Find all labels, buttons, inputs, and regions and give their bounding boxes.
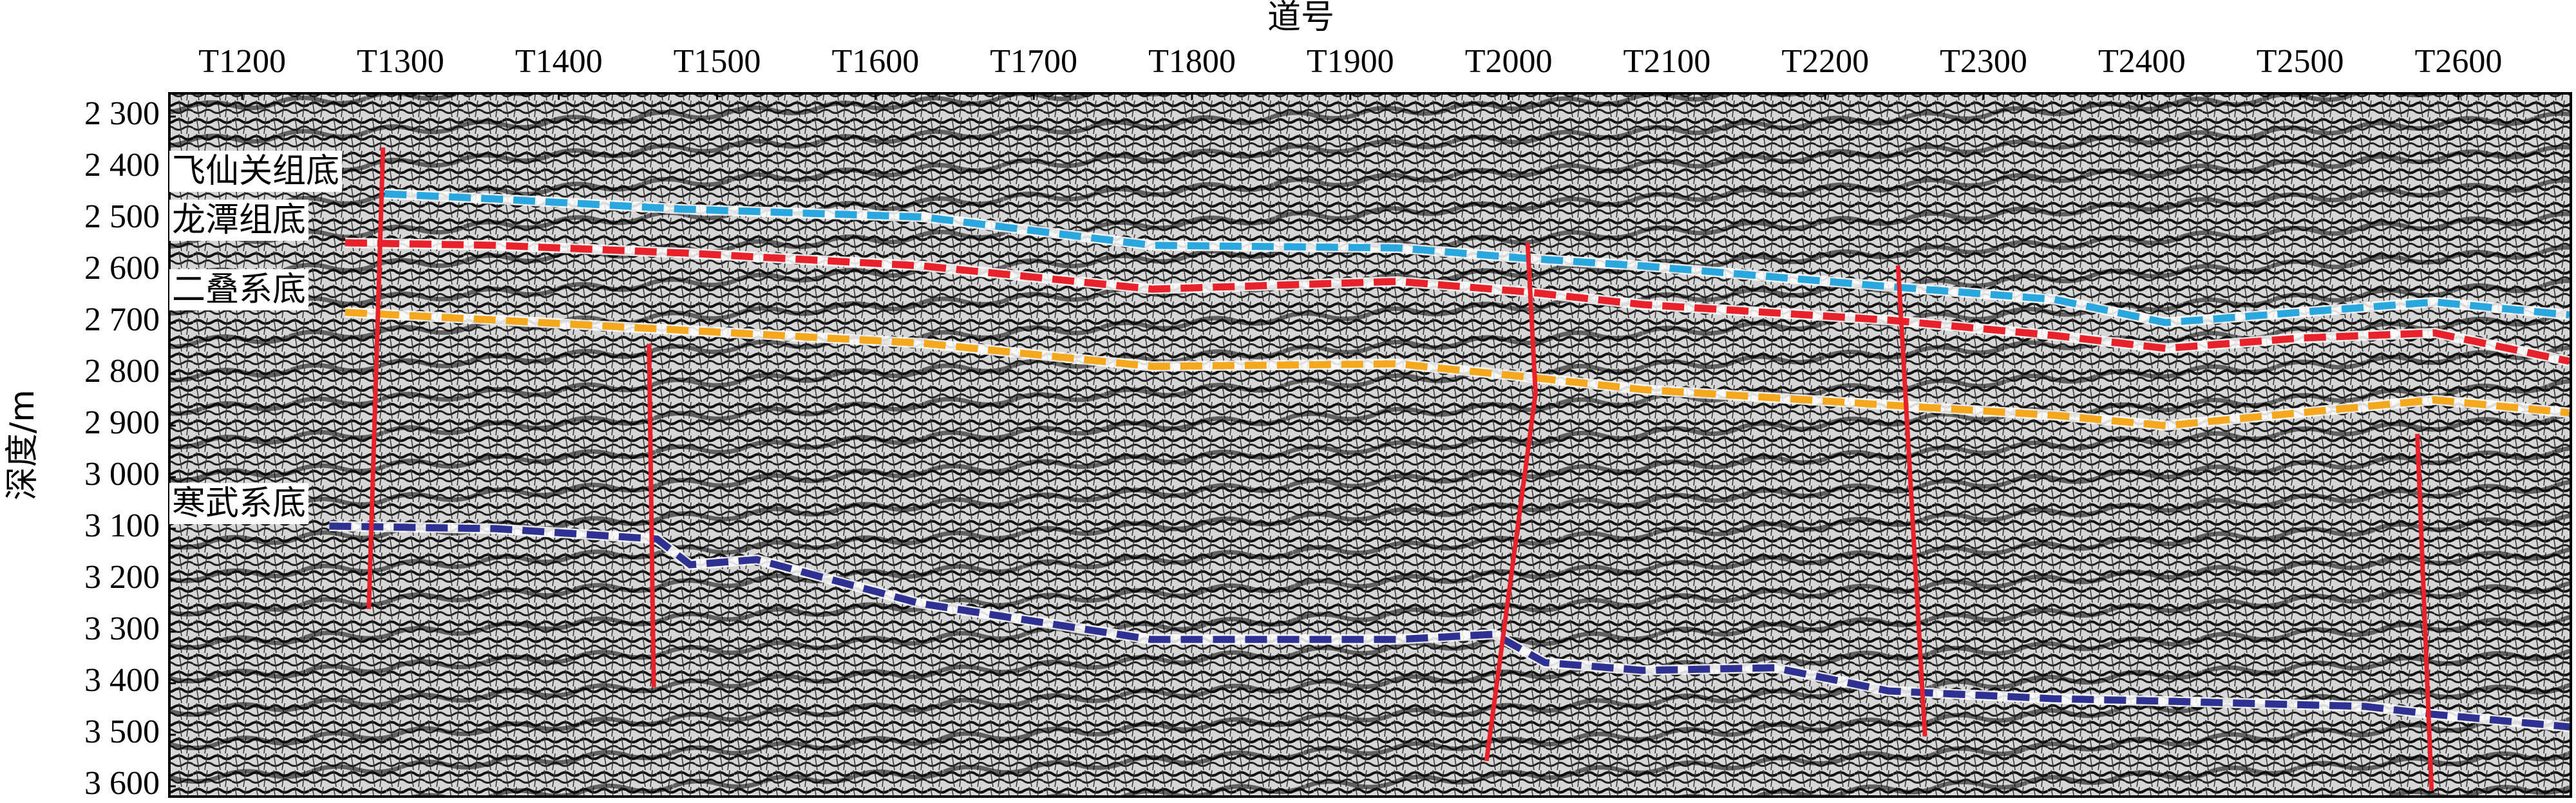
y-tick-label: 2 700 <box>84 301 160 338</box>
x-tick-label: T1800 <box>1148 43 1236 80</box>
y-tick-label: 3 200 <box>84 559 160 596</box>
x-tick-label: T2400 <box>2098 43 2186 80</box>
horizon-label: 寒武系底 <box>172 484 306 523</box>
x-axis-title: 道号 <box>1267 0 1334 37</box>
x-tick-label: T2200 <box>1781 43 1869 80</box>
y-tick-label: 3 000 <box>84 456 160 493</box>
labels: T1200 T1300 T1400 T1500 T1600 T1700 T1800 T1900… <box>84 43 2502 802</box>
x-tick-label: T2100 <box>1624 43 1711 80</box>
x-tick-label: T2600 <box>2415 43 2503 80</box>
horizon-label-box <box>169 200 309 241</box>
x-tick-label: T1300 <box>357 43 444 80</box>
y-tick-label: 3 300 <box>84 610 160 647</box>
x-tick-label: T2500 <box>2257 43 2344 80</box>
x-tick-label: T2300 <box>1940 43 2027 80</box>
horizon-label: 龙潭组底 <box>172 201 306 240</box>
fault-line <box>647 343 656 688</box>
y-tick-label: 2 300 <box>84 95 160 132</box>
horizon-label-box <box>169 151 343 192</box>
fault-line <box>1895 265 1927 737</box>
horizon-label-box <box>169 483 309 524</box>
x-tick-label: T2000 <box>1465 43 1553 80</box>
horizon-label-box <box>169 269 309 310</box>
y-axis-title: 深度/m <box>3 390 42 500</box>
horizon-label: 飞仙关组底 <box>172 152 339 191</box>
x-tick-label: T1600 <box>831 43 919 80</box>
x-tick-label: T1900 <box>1307 43 1394 80</box>
fault-line <box>2415 433 2434 791</box>
fault-line <box>366 147 386 609</box>
y-tick-label: 3 100 <box>84 507 160 544</box>
seismic-background <box>169 93 2571 797</box>
y-tick-label: 2 600 <box>84 250 160 287</box>
horizon-line <box>345 239 2570 365</box>
x-tick-label: T1500 <box>674 43 761 80</box>
y-tick-label: 2 500 <box>84 198 160 235</box>
horizon-line <box>345 308 2570 430</box>
x-tick-label: T1200 <box>198 43 286 80</box>
horizon-line <box>384 190 2570 326</box>
y-tick-label: 2 900 <box>84 404 160 441</box>
y-tick-label: 3 600 <box>84 765 160 802</box>
plot-area <box>329 147 2571 791</box>
horizon-line <box>329 522 2571 731</box>
fault-line <box>1484 242 1538 762</box>
y-tick-label: 2 800 <box>84 353 160 390</box>
plot-frame <box>168 92 2572 798</box>
x-tick-label: T1700 <box>990 43 1077 80</box>
y-tick-label: 3 400 <box>84 662 160 699</box>
x-tick-label: T1400 <box>515 43 603 80</box>
horizon-label: 二叠系底 <box>172 270 306 309</box>
y-tick-label: 3 500 <box>84 713 160 750</box>
y-tick-label: 2 400 <box>84 147 160 184</box>
